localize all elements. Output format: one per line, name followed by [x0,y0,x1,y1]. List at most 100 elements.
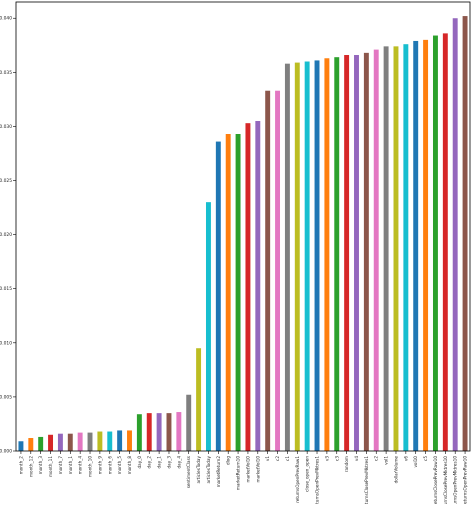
bar [77,432,83,451]
bar [176,412,182,451]
bar [393,46,399,452]
x-tick-label: month_6 [107,456,112,475]
x-tick-label: month_4 [78,456,83,475]
bar [28,438,34,451]
y-tick-label: 0.035 [0,70,12,76]
x-tick-label: vol1 [384,456,389,465]
x-tick-label: returnsOpenPrevRaw10 [463,456,468,504]
x-tick-label: day_1 [157,456,162,469]
y-tick-label: 0.010 [0,340,12,346]
bar [462,16,468,451]
bar [304,61,310,451]
bar [383,46,389,452]
x-tick-label: day_4 [176,456,181,469]
x-tick-label: month_8 [127,456,132,475]
y-tick-label: 0.025 [0,178,12,184]
bar [354,55,359,451]
bar [186,394,192,451]
x-tick-label: marketReturn2 [216,456,221,488]
x-tick-label: returnsClosePrevRaw10 [433,456,438,504]
bar [373,49,379,451]
plot-frame [15,1,471,452]
x-tick-label: c5 [423,456,428,461]
bar [97,431,103,451]
y-tick-label: 0.005 [0,394,12,400]
bar [235,134,241,451]
x-tick-label: c2 [374,456,379,461]
x-tick-label: month_12 [28,456,33,477]
bar [156,413,162,451]
x-tick-label: close_open_open [305,456,310,492]
x-tick-label: day_3 [166,456,171,469]
x-tick-label: returnsClosePrevMktres1 [364,456,369,504]
x-tick-label: c3 [334,456,339,461]
x-tick-label: day_2 [147,456,152,469]
bar [344,55,350,451]
bar [245,123,251,452]
x-tick-label: dollarVolume [393,456,398,484]
x-tick-label: c2 [275,456,280,461]
x-tick-label: month_2 [18,456,23,475]
x-tick-label: returnsOpenPrevRaw1 [295,456,300,503]
bar [117,430,123,451]
x-tick-label: v1 [265,456,270,461]
x-tick-label: v6 [403,456,408,461]
y-axis: 0.000 0.005 0.010 0.015 0.020 0.025 0.030 0.035… [0,16,16,455]
y-tick-label: 0.040 [0,16,12,22]
x-tick-label: returnsClosePrevMktres10 [443,456,448,504]
x-tick-label: vol10 [413,456,418,468]
bar [127,430,132,451]
x-tick-label: month_3 [38,456,43,475]
x-tick-label: day_0 [137,456,142,469]
x-tick-label: month_11 [48,456,53,477]
bar [48,434,54,451]
y-tick-label: 0.015 [0,286,12,292]
x-tick-label: month_1 [68,456,73,475]
bar [275,90,281,451]
bar [284,63,290,452]
bar [403,44,409,451]
bar [67,433,73,451]
bar [334,57,340,452]
bar [423,39,429,452]
bar [255,121,261,451]
x-tick-label: returnsOpenPrevMktres10 [453,456,458,504]
bar [38,436,44,451]
x-tick-label: marketVol10 [255,456,260,483]
x-tick-label: month_7 [58,456,63,475]
bar-group [18,16,468,452]
x-tick-label: articlesToday [206,455,211,483]
x-tick-label: articlesToday [196,455,201,483]
x-tick-label: month_10 [88,456,93,477]
x-tick-label: returnsOpenPrevMktres1 [315,456,320,504]
x-tick-label: marketReturn10 [236,456,241,490]
bar [166,413,172,451]
x-tick-label: c1 [285,456,290,461]
bar [215,141,221,451]
bar [314,60,320,452]
bar [225,134,231,451]
bar [57,433,63,451]
x-tick-label: dlog [226,456,231,465]
bar [413,40,419,451]
bar [146,413,152,451]
x-tick-label: sentimentClass [186,456,191,488]
y-tick-label: 0.030 [0,124,12,130]
bar [324,58,330,451]
bar [294,62,300,452]
y-tick-label: 0.000 [0,449,12,455]
bar [18,441,24,451]
bar [87,432,93,451]
x-tick-label: v3 [324,456,329,461]
bar [432,35,438,451]
bar [363,52,369,451]
bar [452,18,458,451]
x-tick-label: month_5 [117,456,122,475]
bar [265,90,271,451]
bar [205,202,211,451]
x-axis: month_2 month_12 month_3 month_11 month_7 mon… [18,451,468,508]
x-tick-label: random [344,456,349,472]
bar [196,348,202,451]
